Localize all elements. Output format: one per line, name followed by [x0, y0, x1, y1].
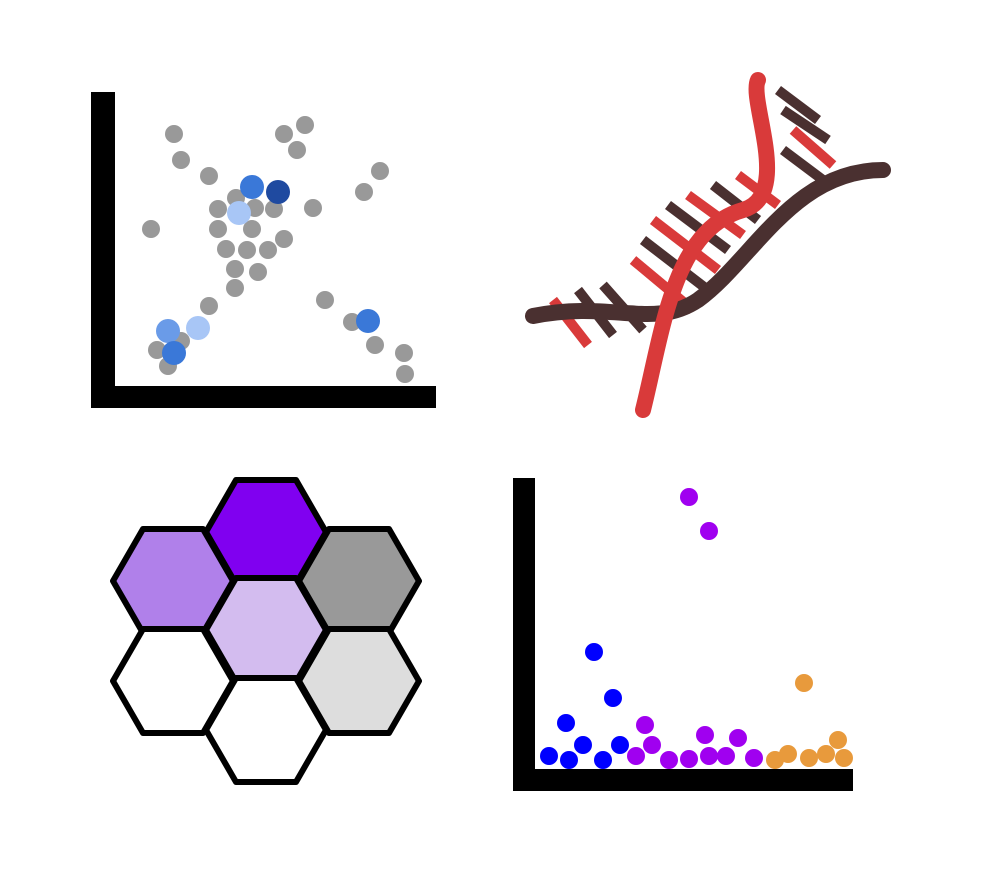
dna-rung — [665, 201, 731, 254]
dna-rung — [789, 126, 837, 169]
scatter-point — [275, 230, 293, 248]
hexagon-cell — [203, 675, 329, 785]
dna-helix-svg — [525, 72, 891, 418]
scatter-point — [355, 183, 373, 201]
scatter-point — [226, 260, 244, 278]
scatter-plot-icon-colored — [493, 447, 986, 894]
scatter-point-highlight — [162, 341, 186, 365]
x-axis — [513, 769, 853, 791]
scatter-point-purple — [700, 522, 718, 540]
scatter-point — [172, 151, 190, 169]
scatter-point-blue — [594, 751, 612, 769]
scatter-point-highlight — [356, 309, 380, 333]
scatter-grey-blue-svg — [91, 92, 436, 408]
hexagon-cluster-icon — [0, 447, 493, 894]
scatter-point-highlight — [186, 316, 210, 340]
scatter-point-purple — [729, 729, 747, 747]
scatter-point — [243, 220, 261, 238]
scatter-point-blue — [574, 736, 592, 754]
scatter-point-orange — [829, 731, 847, 749]
scatter-point-blue — [604, 689, 622, 707]
scatter-point — [343, 313, 361, 331]
hexagon-cell — [296, 626, 422, 736]
scatter-point — [249, 263, 267, 281]
scatter-point-blue — [585, 643, 603, 661]
scatter-point-blue — [540, 747, 558, 765]
dna-strand-red — [635, 72, 776, 418]
dna-helix-icon — [493, 0, 986, 447]
scatter-point-purple — [660, 751, 678, 769]
scatter-point — [165, 125, 183, 143]
scatter-plot-icon-grey-blue — [0, 0, 493, 447]
scatter-point — [395, 344, 413, 362]
x-axis — [91, 386, 436, 408]
hexagon-cluster-svg — [110, 477, 422, 785]
scatter-point — [217, 240, 235, 258]
scatter-point-orange — [835, 749, 853, 767]
y-axis — [91, 92, 115, 408]
scatter-point-blue — [560, 751, 578, 769]
scatter-point-purple — [680, 488, 698, 506]
scatter-point-purple — [745, 749, 763, 767]
scatter-point-highlight — [156, 319, 180, 343]
scatter-point-orange — [817, 745, 835, 763]
dna-strand-dark — [525, 162, 891, 324]
scatter-point — [288, 141, 306, 159]
scatter-point — [265, 200, 283, 218]
scatter-point — [200, 167, 218, 185]
scatter-colored-svg — [513, 478, 853, 791]
scatter-point — [238, 241, 256, 259]
scatter-point-purple — [680, 750, 698, 768]
scatter-point-purple — [717, 747, 735, 765]
dna-rung — [780, 146, 826, 184]
scatter-point-purple — [700, 747, 718, 765]
y-axis — [513, 478, 535, 791]
scatter-point — [296, 116, 314, 134]
scatter-point — [275, 125, 293, 143]
scatter-point — [148, 341, 166, 359]
scatter-point — [304, 199, 322, 217]
scatter-point-purple — [643, 736, 661, 754]
scatter-point-orange — [795, 674, 813, 692]
scatter-point-purple — [627, 747, 645, 765]
scatter-point-highlight — [266, 180, 290, 204]
scatter-point — [209, 220, 227, 238]
scatter-point-highlight — [227, 201, 251, 225]
scatter-point-orange — [779, 745, 797, 763]
scatter-point-purple — [636, 716, 654, 734]
scatter-point-blue — [611, 736, 629, 754]
scatter-point-orange — [800, 749, 818, 767]
scatter-point-blue — [557, 714, 575, 732]
scatter-point — [259, 241, 277, 259]
scatter-point — [200, 297, 218, 315]
scatter-point — [366, 336, 384, 354]
dna-rung — [780, 105, 831, 145]
scatter-point — [209, 200, 227, 218]
scatter-point — [371, 162, 389, 180]
dna-rung — [775, 86, 821, 124]
scatter-point — [396, 365, 414, 383]
scatter-point-purple — [696, 726, 714, 744]
scatter-point — [316, 291, 334, 309]
scatter-point-highlight — [240, 175, 264, 199]
scatter-point — [226, 279, 244, 297]
scatter-point — [142, 220, 160, 238]
dna-rung — [649, 216, 722, 274]
